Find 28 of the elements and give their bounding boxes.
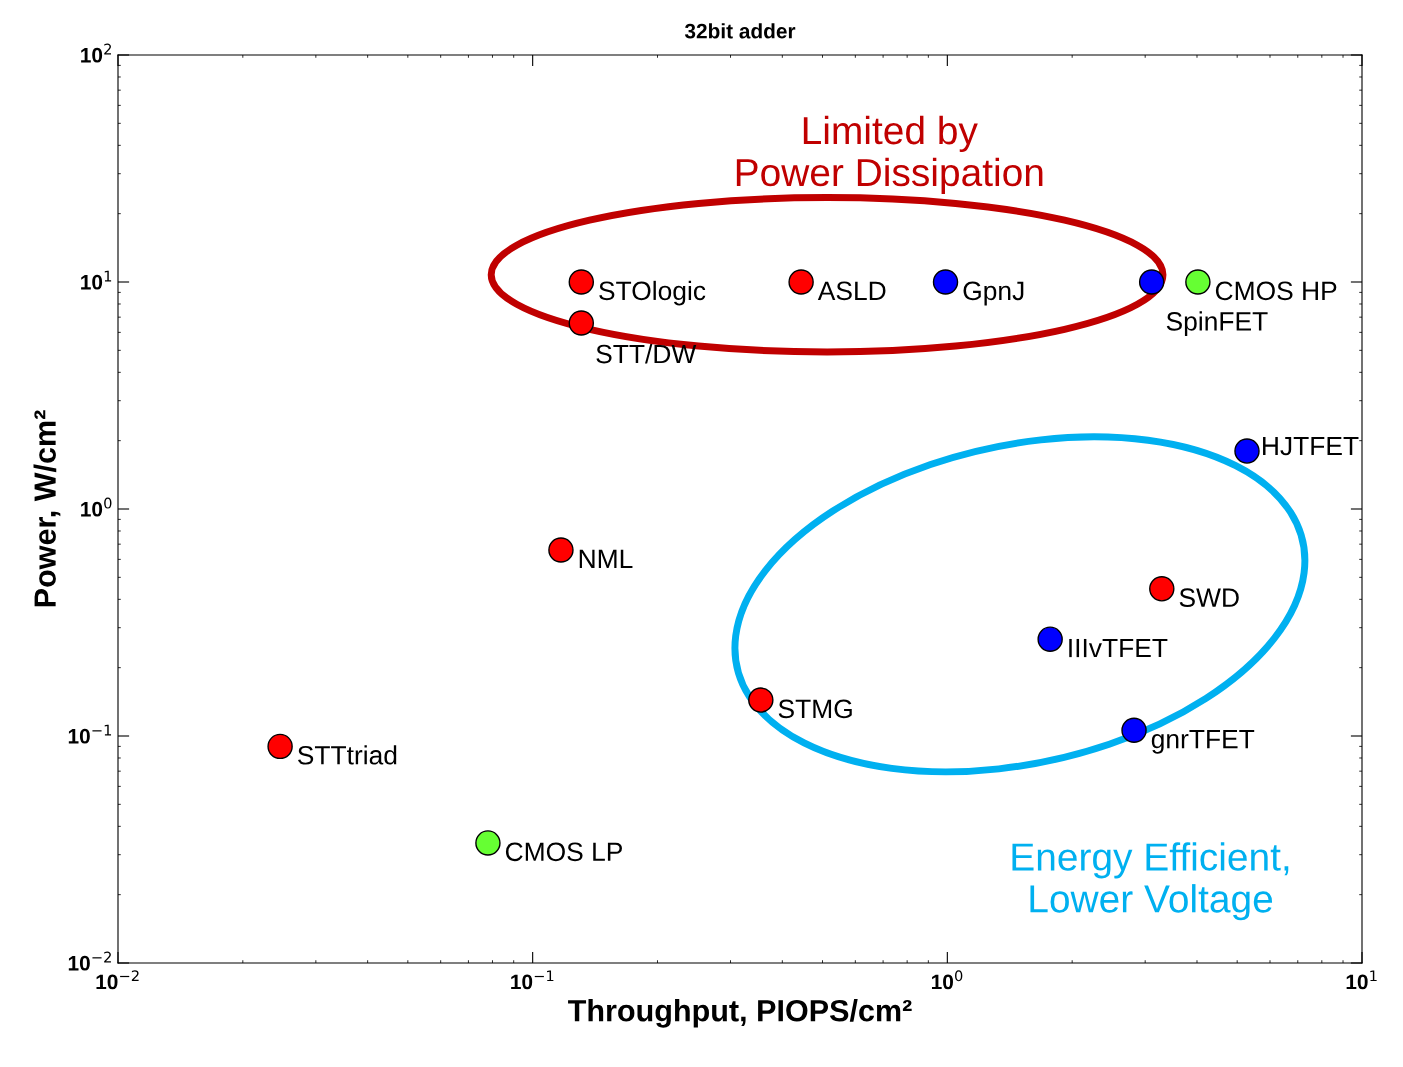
annotation: GpnJ <box>963 281 1024 306</box>
y-tick-label: 10$^{0}$ <box>81 497 112 517</box>
annotation: Limited by Power Dissipation <box>736 115 1043 194</box>
annotation: STOlogic <box>599 280 706 306</box>
y-tick-label: 10$^{1}$ <box>81 270 112 290</box>
annotation: STT/DW <box>596 344 697 364</box>
annotation: IIIvTFET <box>1069 638 1168 658</box>
annotation: STTtriad <box>297 745 397 765</box>
annotation: gnrTFET <box>1151 730 1255 754</box>
x-tick-label: 10$^{−2}$ <box>96 970 139 990</box>
y-tick-label: 10$^{−2}$ <box>68 951 111 971</box>
x-tick-label: 10$^{1}$ <box>1346 970 1377 990</box>
annotation: SpinFET <box>1166 311 1268 336</box>
annotation: Energy Efficient, Lower Voltage <box>1012 842 1289 921</box>
annotation: HJTFET <box>1263 436 1359 456</box>
x-tick-label: 10$^{−1}$ <box>511 970 554 990</box>
annotation: SWD <box>1179 588 1239 608</box>
x-tick-label: 10$^{0}$ <box>931 970 963 990</box>
annotation: STMG <box>778 699 852 719</box>
y-tick-label: 10$^{−1}$ <box>68 724 112 744</box>
x-axis-title: Throughput, PIOPS/cm² <box>568 999 912 1028</box>
annotation: CMOS HP <box>1215 281 1337 301</box>
y-axis-title: Power, W/cm² <box>33 410 61 607</box>
y-tick-label: 10$^{2}$ <box>81 43 111 63</box>
chart-title: 32bit adder <box>684 23 796 39</box>
annotation: ASLD <box>817 281 886 301</box>
annotation: NML <box>579 549 633 568</box>
annotation: CMOS LP <box>505 842 622 862</box>
